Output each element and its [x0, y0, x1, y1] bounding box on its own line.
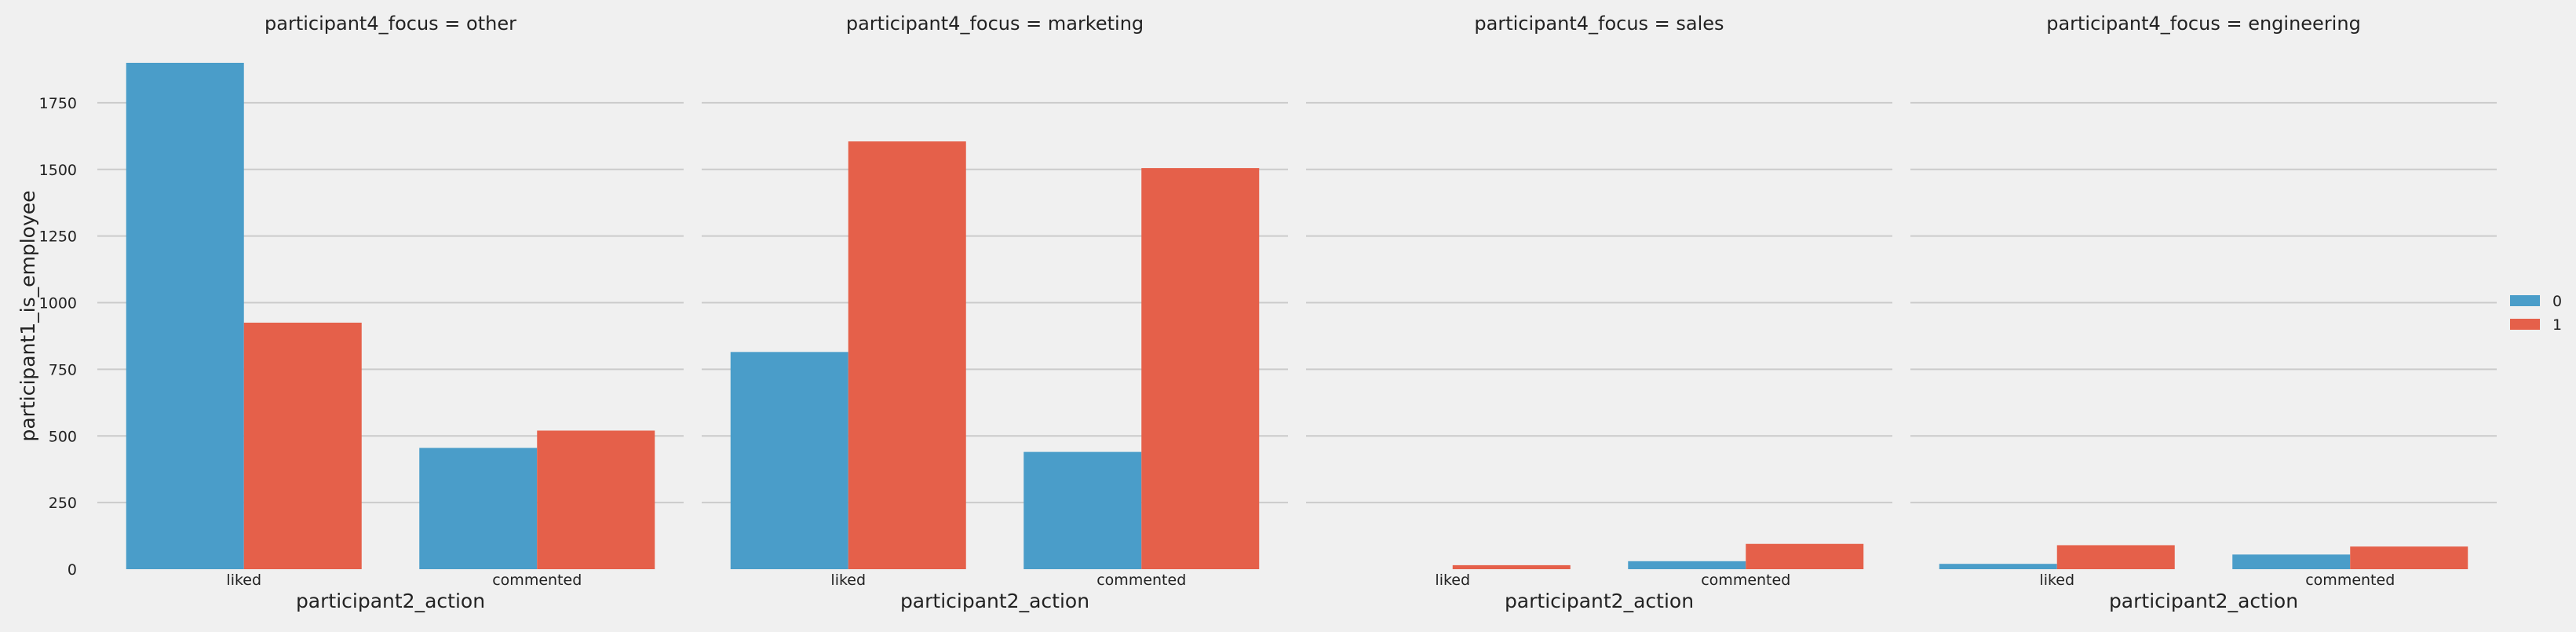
x-tick-label: liked	[830, 572, 866, 589]
bar-commented-series-1	[537, 430, 655, 569]
bar-liked-series-1	[848, 141, 966, 569]
legend-swatch	[2510, 295, 2540, 306]
x-tick-label: commented	[2305, 572, 2395, 589]
y-tick-label: 0	[68, 561, 77, 579]
bar-commented-series-1	[1746, 544, 1863, 569]
bar-liked-series-0	[731, 352, 848, 569]
legend-label: 1	[2552, 316, 2562, 334]
bar-liked-series-1	[244, 323, 362, 569]
x-tick-label: commented	[1701, 572, 1790, 589]
bar-commented-series-0	[1628, 561, 1746, 569]
panel-title: participant4_focus = marketing	[846, 13, 1144, 35]
x-tick-label: commented	[492, 572, 582, 589]
x-axis-label: participant2_action	[2109, 590, 2298, 612]
bar-liked-series-0	[1939, 564, 2057, 569]
bar-liked-series-0	[126, 63, 244, 569]
panel-title: participant4_focus = engineering	[2046, 13, 2361, 35]
bar-commented-series-0	[1023, 452, 1141, 569]
panel-title: participant4_focus = sales	[1474, 13, 1724, 35]
legend-label: 0	[2552, 293, 2562, 310]
x-axis-label: participant2_action	[900, 590, 1089, 612]
bar-commented-series-0	[419, 448, 537, 569]
x-tick-label: commented	[1096, 572, 1186, 589]
panel-title: participant4_focus = other	[265, 13, 516, 35]
y-tick-label: 1250	[39, 228, 77, 246]
bar-liked-series-1	[2057, 545, 2175, 569]
legend-swatch	[2510, 319, 2540, 330]
y-tick-label: 500	[49, 428, 77, 445]
x-tick-label: liked	[1435, 572, 1470, 589]
y-tick-label: 1000	[39, 295, 77, 312]
x-tick-label: liked	[2039, 572, 2074, 589]
y-tick-label: 250	[49, 495, 77, 512]
bar-liked-series-1	[1453, 565, 1571, 569]
y-tick-label: 1500	[39, 162, 77, 179]
x-axis-label: participant2_action	[296, 590, 485, 612]
bar-commented-series-1	[2350, 546, 2468, 569]
y-tick-label: 750	[49, 361, 77, 378]
x-tick-label: liked	[226, 572, 261, 589]
y-tick-label: 1750	[39, 95, 77, 112]
y-axis-label: participant1_is_employee	[16, 190, 39, 441]
x-axis-label: participant2_action	[1505, 590, 1694, 612]
bar-commented-series-1	[1141, 168, 1259, 569]
bar-commented-series-0	[2232, 554, 2350, 569]
